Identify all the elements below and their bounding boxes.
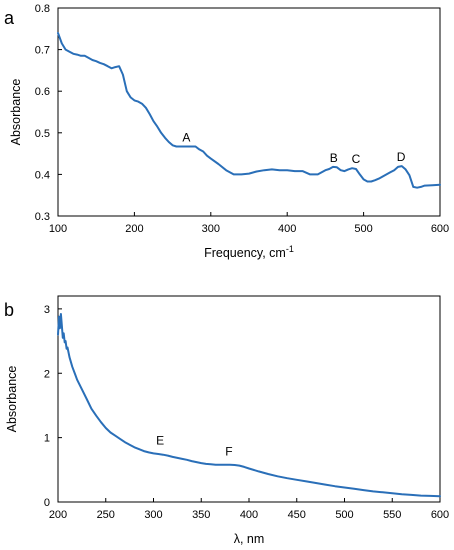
x-tick-label: 400 [240,509,258,521]
annotation-d: D [397,150,406,164]
x-tick-label: 450 [288,509,306,521]
chart-panel-a: a 100 200 300 400 500 600 0.3 0.4 0.5 0.6 0.7 0.8 Fre… [4,3,449,260]
y-tick-label: 2 [44,368,50,380]
y-tick-label: 0.3 [35,211,50,223]
y-tick-label: 0.4 [35,169,50,181]
y-tick-label: 0 [44,497,50,509]
x-axis-label-superscript: -1 [286,244,294,254]
x-axis-label-text: λ, nm [234,532,265,546]
annotation-a: A [182,130,190,144]
annotation-b: B [330,151,338,165]
x-tick-label: 200 [125,223,143,235]
chart-panel-b: b 200 250 300 350 400 450 500 550 600 0 1 2 3 λ, nm Abs… [4,295,449,546]
y-tick-label: 3 [44,304,50,316]
x-tick-label: 100 [49,223,67,235]
series-line [57,313,441,498]
series-line [57,32,441,189]
y-tick-label: 0.6 [35,86,50,98]
y-axis-label: Absorbance [5,366,19,433]
annotation-c: C [352,152,361,166]
x-tick-label: 500 [354,223,372,235]
annotation-e: E [156,434,164,448]
x-tick-label: 300 [144,509,162,521]
y-tick-label: 0.7 [35,45,50,57]
panel-label: b [4,300,14,320]
x-tick-label: 600 [431,223,449,235]
annotation-f: F [225,445,232,459]
x-tick-label: 300 [202,223,220,235]
x-tick-label: 250 [97,509,115,521]
y-tick-label: 1 [44,433,50,445]
y-tick-label: 0.5 [35,128,50,140]
x-axis-label-text: Frequency, cm [204,246,286,260]
x-tick-label: 400 [278,223,296,235]
y-tick-label: 0.8 [35,3,50,15]
x-tick-label: 500 [335,509,353,521]
x-axis-label: Frequency, cm-1 [204,244,294,260]
panel-label: a [4,8,15,28]
x-tick-label: 550 [383,509,401,521]
y-axis-label: Absorbance [9,79,23,146]
x-tick-label: 600 [431,509,449,521]
x-tick-label: 200 [49,509,67,521]
x-axis-label: λ, nm [234,532,265,546]
plot-frame [57,295,441,503]
x-tick-label: 350 [192,509,210,521]
plot-frame [57,7,441,217]
